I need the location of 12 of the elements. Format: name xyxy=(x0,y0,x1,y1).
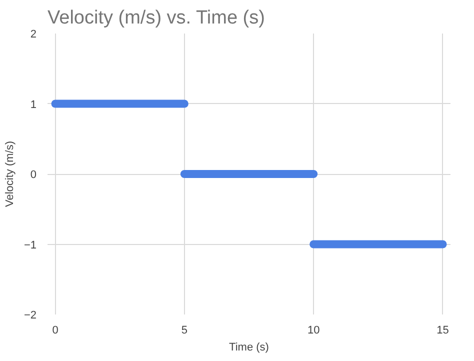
y-tick-label: −1 xyxy=(24,239,37,252)
y-tick-label: 0 xyxy=(30,169,37,181)
x-tick-label: 15 xyxy=(436,324,449,336)
y-tick-label: 2 xyxy=(30,28,37,40)
chart-title: Velocity (m/s) vs. Time (s) xyxy=(48,8,265,28)
x-tick-label: 0 xyxy=(52,324,58,336)
x-axis-title: Time (s) xyxy=(229,342,269,354)
y-axis-title: Velocity (m/s) xyxy=(4,140,16,208)
y-tick-label: −2 xyxy=(24,310,37,322)
x-tick-label: 5 xyxy=(181,324,188,336)
x-tick-label: 10 xyxy=(307,324,320,336)
y-tick-label: 1 xyxy=(30,98,37,111)
